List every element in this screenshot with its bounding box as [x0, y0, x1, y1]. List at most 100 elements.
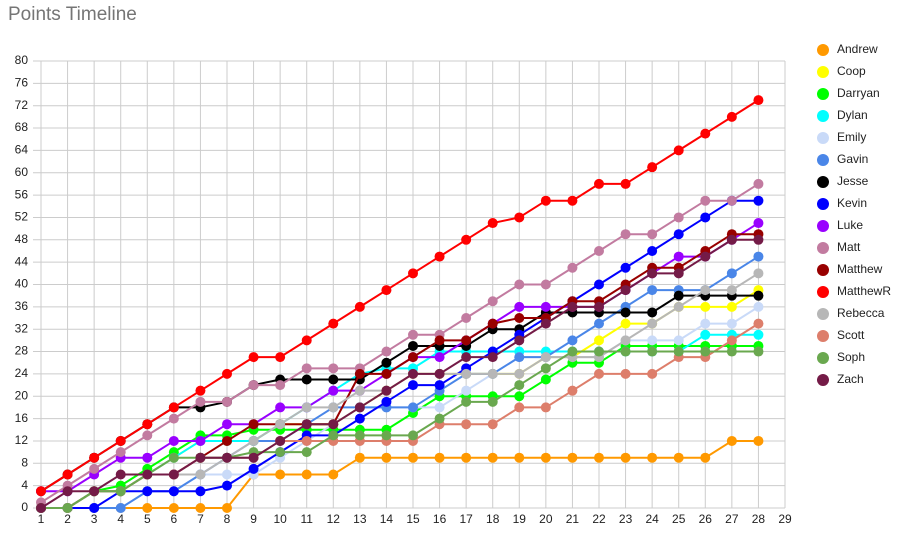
- legend-item[interactable]: Matt: [817, 240, 861, 254]
- data-point: [301, 469, 312, 480]
- data-point: [168, 413, 179, 424]
- legend-label: Rebecca: [837, 306, 885, 320]
- legend-item[interactable]: Scott: [817, 328, 865, 342]
- data-point: [647, 318, 658, 329]
- data-point: [540, 402, 551, 413]
- x-tick-label: 21: [566, 512, 580, 526]
- legend-item[interactable]: Andrew: [817, 42, 878, 56]
- legend-label: Matt: [837, 240, 861, 254]
- data-point: [328, 402, 339, 413]
- data-point: [753, 268, 764, 279]
- legend-item[interactable]: Rebecca: [817, 306, 885, 320]
- data-point: [275, 380, 286, 391]
- data-point: [594, 279, 604, 290]
- data-point: [567, 452, 578, 463]
- data-point: [753, 318, 764, 329]
- legend-item[interactable]: Coop: [817, 64, 866, 78]
- legend-item[interactable]: Darryan: [817, 86, 880, 100]
- data-point: [168, 503, 179, 513]
- data-point: [461, 452, 472, 463]
- legend-item[interactable]: Dylan: [817, 108, 868, 122]
- data-point: [726, 268, 737, 279]
- data-point: [354, 368, 365, 379]
- data-point: [222, 469, 232, 480]
- data-point: [700, 301, 711, 312]
- data-point: [647, 335, 658, 346]
- legend-label: Gavin: [837, 152, 868, 166]
- y-tick-label: 52: [15, 210, 29, 224]
- data-point: [434, 251, 445, 262]
- data-point: [354, 452, 365, 463]
- data-point: [620, 285, 631, 296]
- data-point: [328, 374, 339, 385]
- x-tick-label: 1: [38, 512, 45, 526]
- legend-marker: [817, 352, 829, 364]
- legend-item[interactable]: Gavin: [817, 152, 868, 166]
- data-point: [514, 212, 525, 223]
- data-point: [594, 301, 604, 312]
- data-point: [248, 463, 259, 474]
- legend-item[interactable]: Emily: [817, 130, 866, 144]
- data-point: [461, 313, 472, 324]
- x-tick-label: 14: [380, 512, 394, 526]
- x-tick-label: 19: [513, 512, 527, 526]
- data-point: [301, 335, 312, 346]
- legend-marker: [817, 66, 829, 78]
- data-point: [381, 346, 392, 357]
- data-point: [700, 251, 711, 262]
- data-point: [328, 430, 339, 441]
- data-point: [408, 430, 418, 441]
- data-point: [700, 318, 711, 329]
- legend-item[interactable]: MatthewR: [817, 284, 891, 298]
- data-point: [753, 435, 764, 446]
- data-point: [222, 435, 232, 446]
- data-point: [673, 290, 684, 301]
- legend-item[interactable]: Jesse: [817, 174, 869, 188]
- data-point: [461, 385, 472, 396]
- x-tick-label: 9: [250, 512, 257, 526]
- legend-item[interactable]: Luke: [817, 218, 863, 232]
- data-point: [195, 503, 206, 513]
- data-point: [461, 368, 472, 379]
- series-line: [40, 183, 759, 504]
- data-point: [726, 111, 737, 122]
- data-point: [408, 402, 418, 413]
- data-point: [647, 368, 658, 379]
- data-point: [620, 307, 631, 318]
- data-point: [328, 419, 339, 430]
- data-point: [408, 340, 418, 351]
- data-point: [620, 229, 631, 240]
- data-point: [222, 396, 232, 407]
- data-point: [726, 335, 737, 346]
- data-point: [195, 452, 206, 463]
- legend-item[interactable]: Matthew: [817, 262, 883, 276]
- data-point: [381, 357, 392, 368]
- data-point: [248, 352, 259, 363]
- legend-item[interactable]: Soph: [817, 350, 865, 364]
- legend-label: MatthewR: [837, 284, 891, 298]
- data-point: [753, 95, 764, 106]
- legend-label: Coop: [837, 64, 866, 78]
- data-point: [434, 402, 445, 413]
- legend-label: Soph: [837, 350, 865, 364]
- legend-marker: [817, 88, 829, 100]
- data-point: [434, 452, 445, 463]
- x-tick-label: 28: [752, 512, 766, 526]
- data-point: [673, 452, 684, 463]
- data-point: [647, 285, 658, 296]
- data-point: [673, 346, 684, 357]
- data-point: [540, 374, 551, 385]
- data-point: [434, 352, 445, 363]
- data-point: [62, 486, 73, 497]
- legend-label: Kevin: [837, 196, 867, 210]
- data-point: [726, 346, 737, 357]
- data-point: [594, 245, 604, 256]
- data-point: [567, 346, 578, 357]
- data-point: [301, 374, 312, 385]
- data-point: [753, 329, 764, 340]
- legend-item[interactable]: Zach: [817, 372, 864, 386]
- legend-item[interactable]: Kevin: [817, 196, 867, 210]
- data-point: [700, 285, 711, 296]
- data-point: [222, 419, 232, 430]
- data-point: [248, 419, 259, 430]
